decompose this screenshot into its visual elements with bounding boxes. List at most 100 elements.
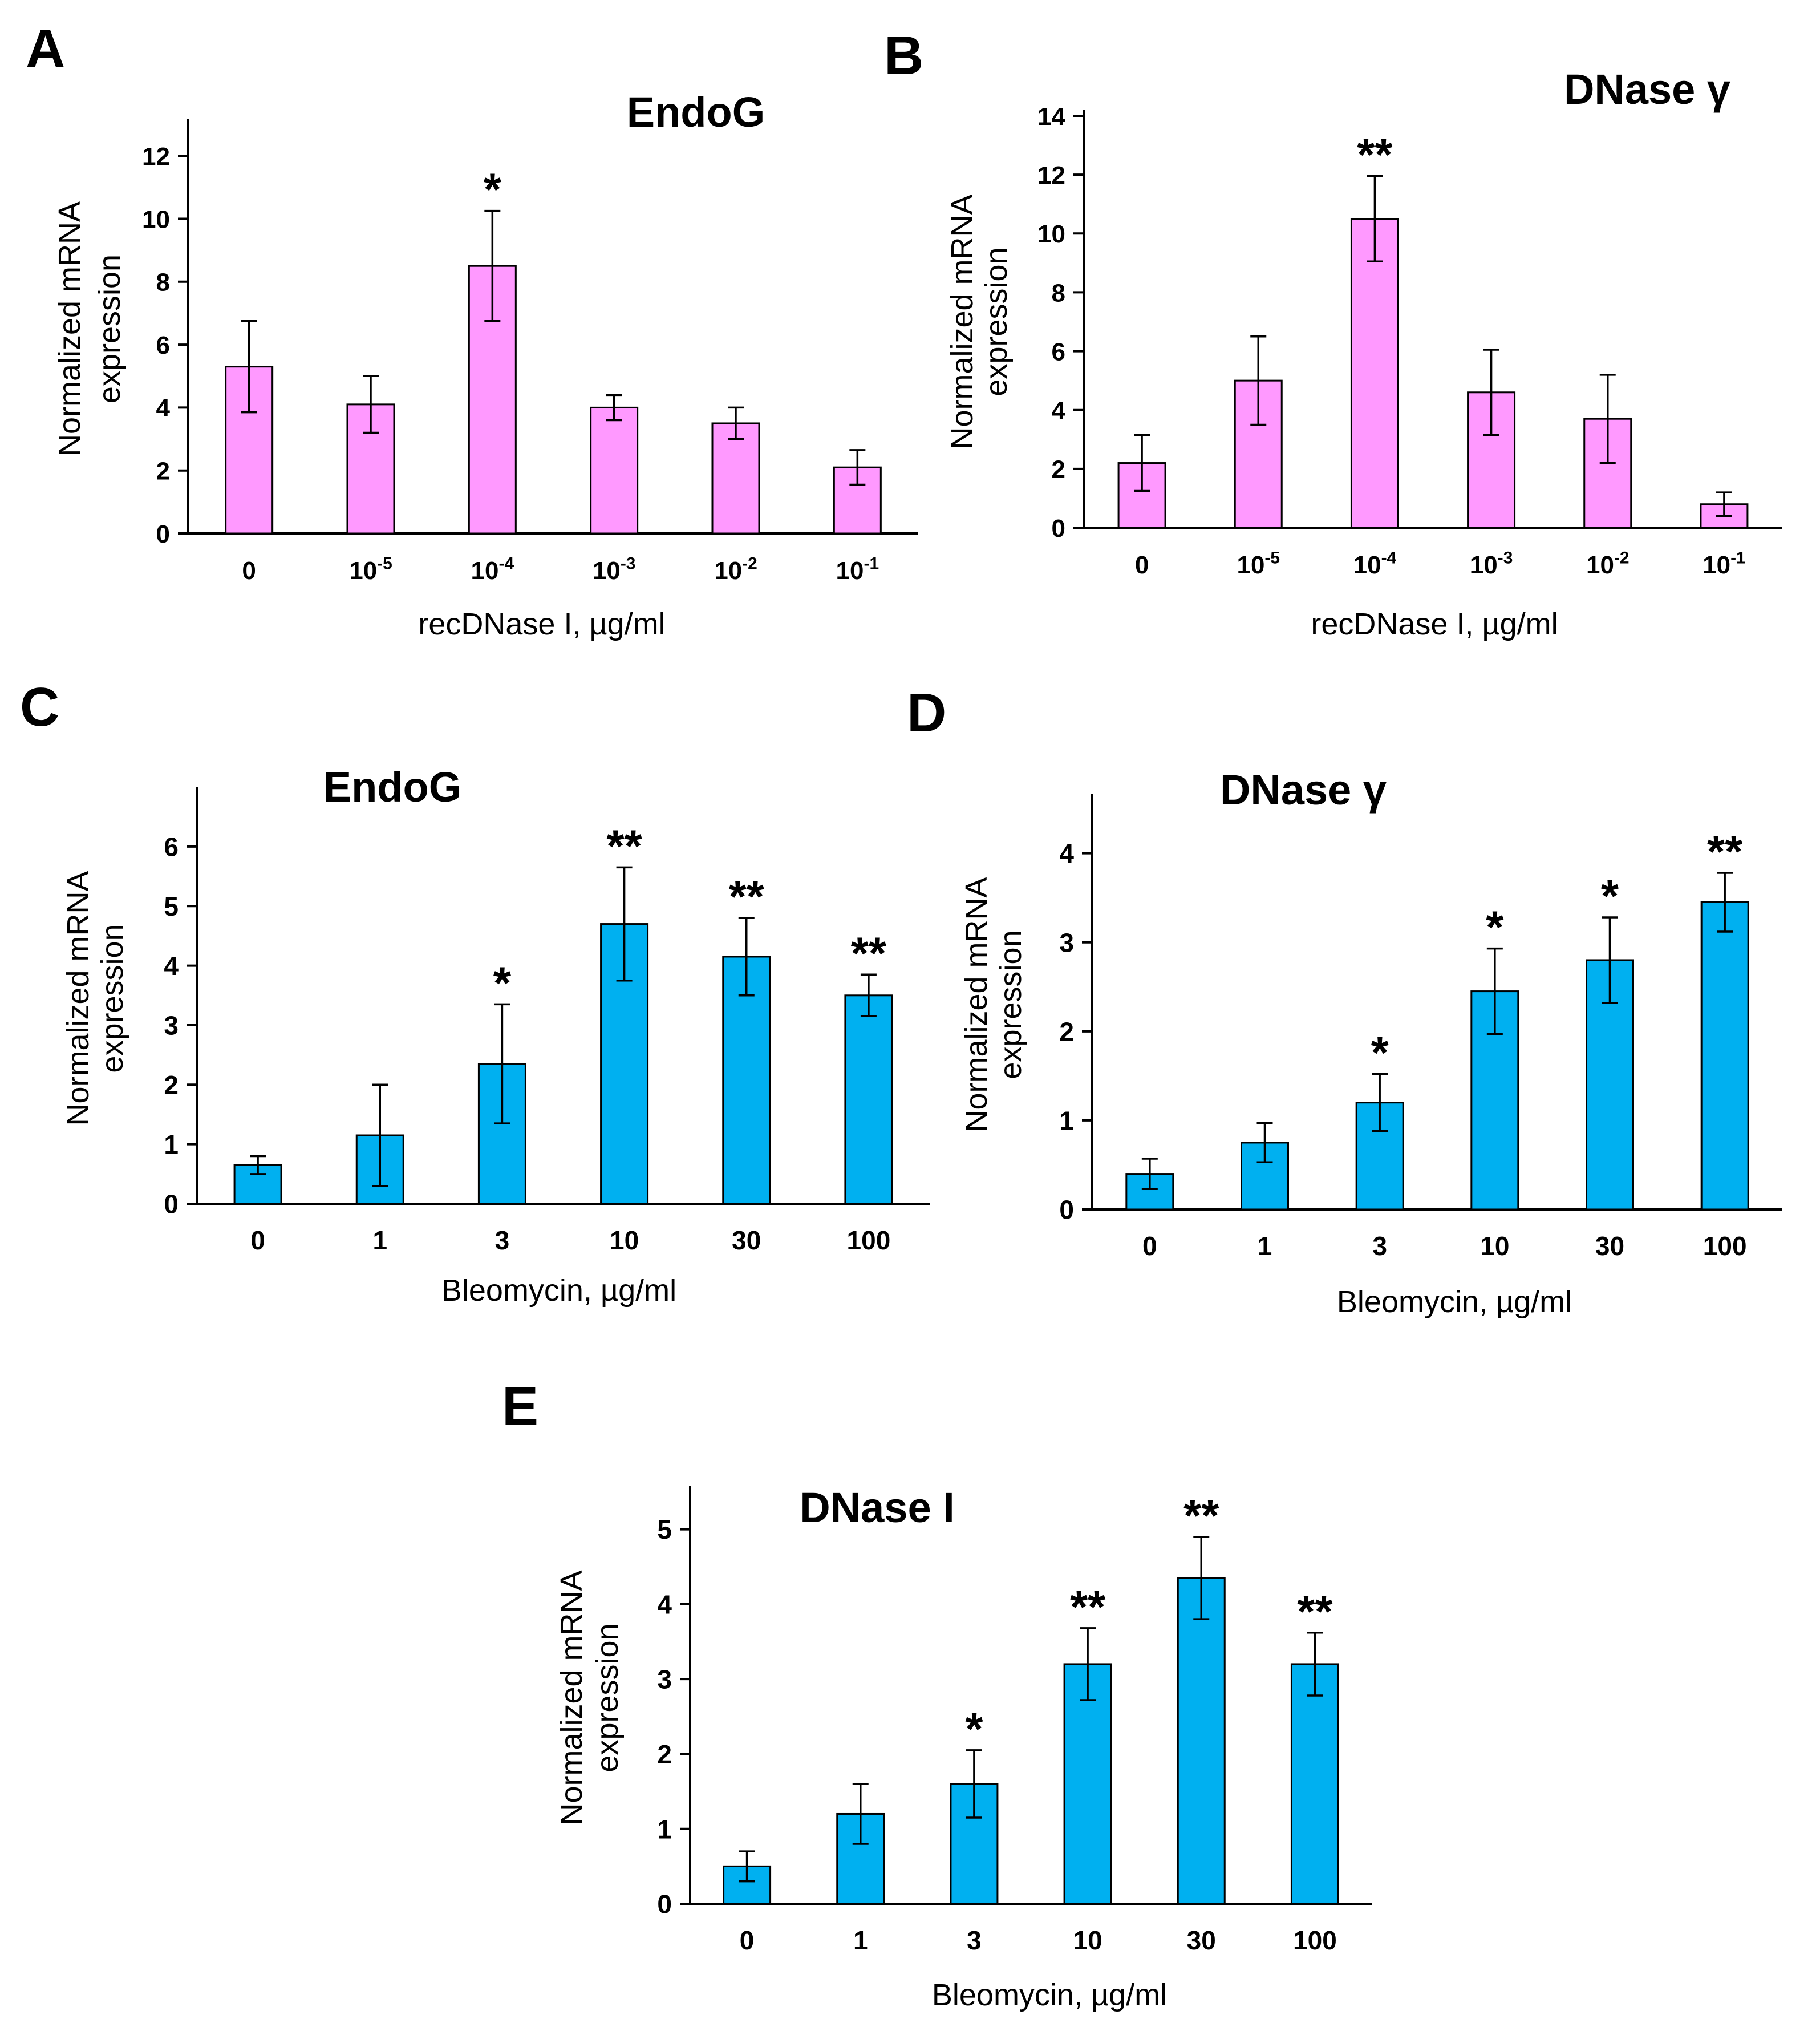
- significance-mark: **: [606, 820, 642, 871]
- y-tick-label: 8: [1052, 279, 1065, 307]
- y-tick-label: 2: [657, 1739, 672, 1769]
- y-tick-label: 12: [1037, 161, 1065, 189]
- x-axis-label: Bleomycin, µg/ml: [932, 1978, 1167, 2012]
- x-tick-label: 10-1: [1703, 548, 1746, 579]
- significance-mark: **: [851, 928, 887, 978]
- x-tick-label: 10-3: [1470, 548, 1513, 579]
- chart-title: EndoG: [323, 763, 462, 811]
- significance-mark: *: [1371, 1027, 1389, 1078]
- y-axis-label: Normalized mRNA: [61, 871, 95, 1126]
- significance-mark: *: [1486, 902, 1504, 953]
- y-tick-label: 5: [657, 1515, 672, 1544]
- significance-mark: **: [1070, 1581, 1106, 1632]
- x-tick-label: 30: [1595, 1231, 1624, 1261]
- y-tick-label: 4: [156, 394, 171, 422]
- panel-letter-c: C: [20, 677, 60, 738]
- x-tick-label: 1: [372, 1225, 387, 1255]
- chart-title: DNase I: [800, 1484, 954, 1531]
- y-tick-label: 3: [1059, 928, 1074, 957]
- y-tick-label: 4: [657, 1589, 672, 1619]
- x-tick-label: 0: [1142, 1231, 1157, 1261]
- bar: [722, 956, 771, 1205]
- x-tick-label: 0: [740, 1925, 755, 1955]
- x-tick-label: 10-1: [836, 554, 879, 585]
- x-tick-label: 10: [1480, 1231, 1509, 1261]
- y-tick-label: 0: [156, 520, 170, 548]
- significance-mark: *: [965, 1704, 983, 1754]
- y-tick-label: 4: [164, 951, 179, 981]
- y-axis-label: Normalized mRNA: [959, 877, 994, 1132]
- y-axis-label: Normalized mRNA: [52, 201, 87, 456]
- panel-letter-d: D: [907, 682, 947, 743]
- y-tick-label: 0: [1052, 515, 1065, 543]
- y-tick-label: 0: [164, 1190, 179, 1219]
- significance-mark: **: [1297, 1586, 1333, 1637]
- x-axis-label: recDNase I, µg/ml: [1311, 607, 1558, 641]
- chart-title: DNase γ: [1564, 66, 1730, 113]
- y-tick-label: 4: [1059, 839, 1074, 868]
- y-tick-label: 8: [156, 269, 170, 297]
- significance-mark: **: [729, 871, 765, 922]
- x-axis-label: Bleomycin, µg/ml: [441, 1273, 676, 1308]
- x-tick-label: 0: [1135, 551, 1149, 579]
- y-tick-label: 3: [164, 1011, 179, 1041]
- x-tick-label: 0: [242, 557, 256, 585]
- y-tick-label: 6: [156, 331, 170, 359]
- x-tick-label: 10-2: [714, 554, 757, 585]
- x-axis-label: recDNase I, µg/ml: [418, 607, 665, 641]
- bar: [1700, 901, 1749, 1211]
- y-tick-label: 10: [142, 205, 170, 233]
- significance-mark: **: [1357, 130, 1393, 180]
- significance-mark: *: [484, 164, 502, 215]
- x-tick-label: 10-5: [1237, 548, 1280, 579]
- panel-letter-e: E: [502, 1376, 539, 1437]
- bar: [1350, 218, 1399, 529]
- y-tick-label: 12: [142, 143, 170, 171]
- significance-mark: *: [493, 957, 512, 1008]
- bar: [1177, 1577, 1226, 1905]
- x-tick-label: 10: [610, 1225, 639, 1255]
- y-tick-label: 1: [164, 1130, 179, 1159]
- y-tick-label: 2: [1052, 456, 1065, 484]
- x-tick-label: 10-5: [349, 554, 392, 585]
- x-axis-label: Bleomycin, µg/ml: [1337, 1285, 1572, 1319]
- y-tick-label: 1: [657, 1814, 672, 1844]
- y-tick-label: 6: [164, 832, 179, 861]
- y-axis-label: expression: [994, 930, 1028, 1079]
- x-tick-label: 0: [250, 1225, 265, 1255]
- panel-letter-a: A: [26, 18, 66, 79]
- x-tick-label: 1: [1258, 1231, 1272, 1261]
- bar: [1290, 1663, 1339, 1905]
- x-tick-label: 3: [1372, 1231, 1387, 1261]
- chart-title: EndoG: [627, 88, 765, 136]
- y-tick-label: 6: [1052, 338, 1065, 366]
- bar: [1583, 418, 1632, 529]
- y-axis-label: Normalized mRNA: [945, 194, 979, 449]
- chart-title: DNase γ: [1220, 766, 1387, 814]
- y-tick-label: 2: [156, 458, 170, 486]
- x-tick-label: 30: [1187, 1925, 1216, 1955]
- x-tick-label: 10: [1073, 1925, 1102, 1955]
- y-tick-label: 0: [1059, 1195, 1074, 1225]
- significance-mark: **: [1707, 826, 1743, 877]
- bar: [844, 994, 893, 1205]
- y-tick-label: 14: [1037, 103, 1065, 131]
- y-axis-label: expression: [979, 247, 1014, 396]
- x-tick-label: 10-4: [471, 554, 514, 585]
- x-tick-label: 3: [495, 1225, 510, 1255]
- x-tick-label: 100: [1293, 1925, 1337, 1955]
- panel-letter-b: B: [884, 25, 924, 86]
- x-tick-label: 1: [853, 1925, 868, 1955]
- y-axis-label: expression: [590, 1623, 625, 1772]
- y-tick-label: 1: [1059, 1106, 1074, 1135]
- x-tick-label: 3: [967, 1925, 982, 1955]
- y-tick-label: 10: [1037, 220, 1065, 248]
- bar: [1063, 1663, 1112, 1905]
- y-tick-label: 2: [1059, 1017, 1074, 1046]
- x-tick-label: 10-2: [1586, 548, 1630, 579]
- y-tick-label: 2: [164, 1070, 179, 1100]
